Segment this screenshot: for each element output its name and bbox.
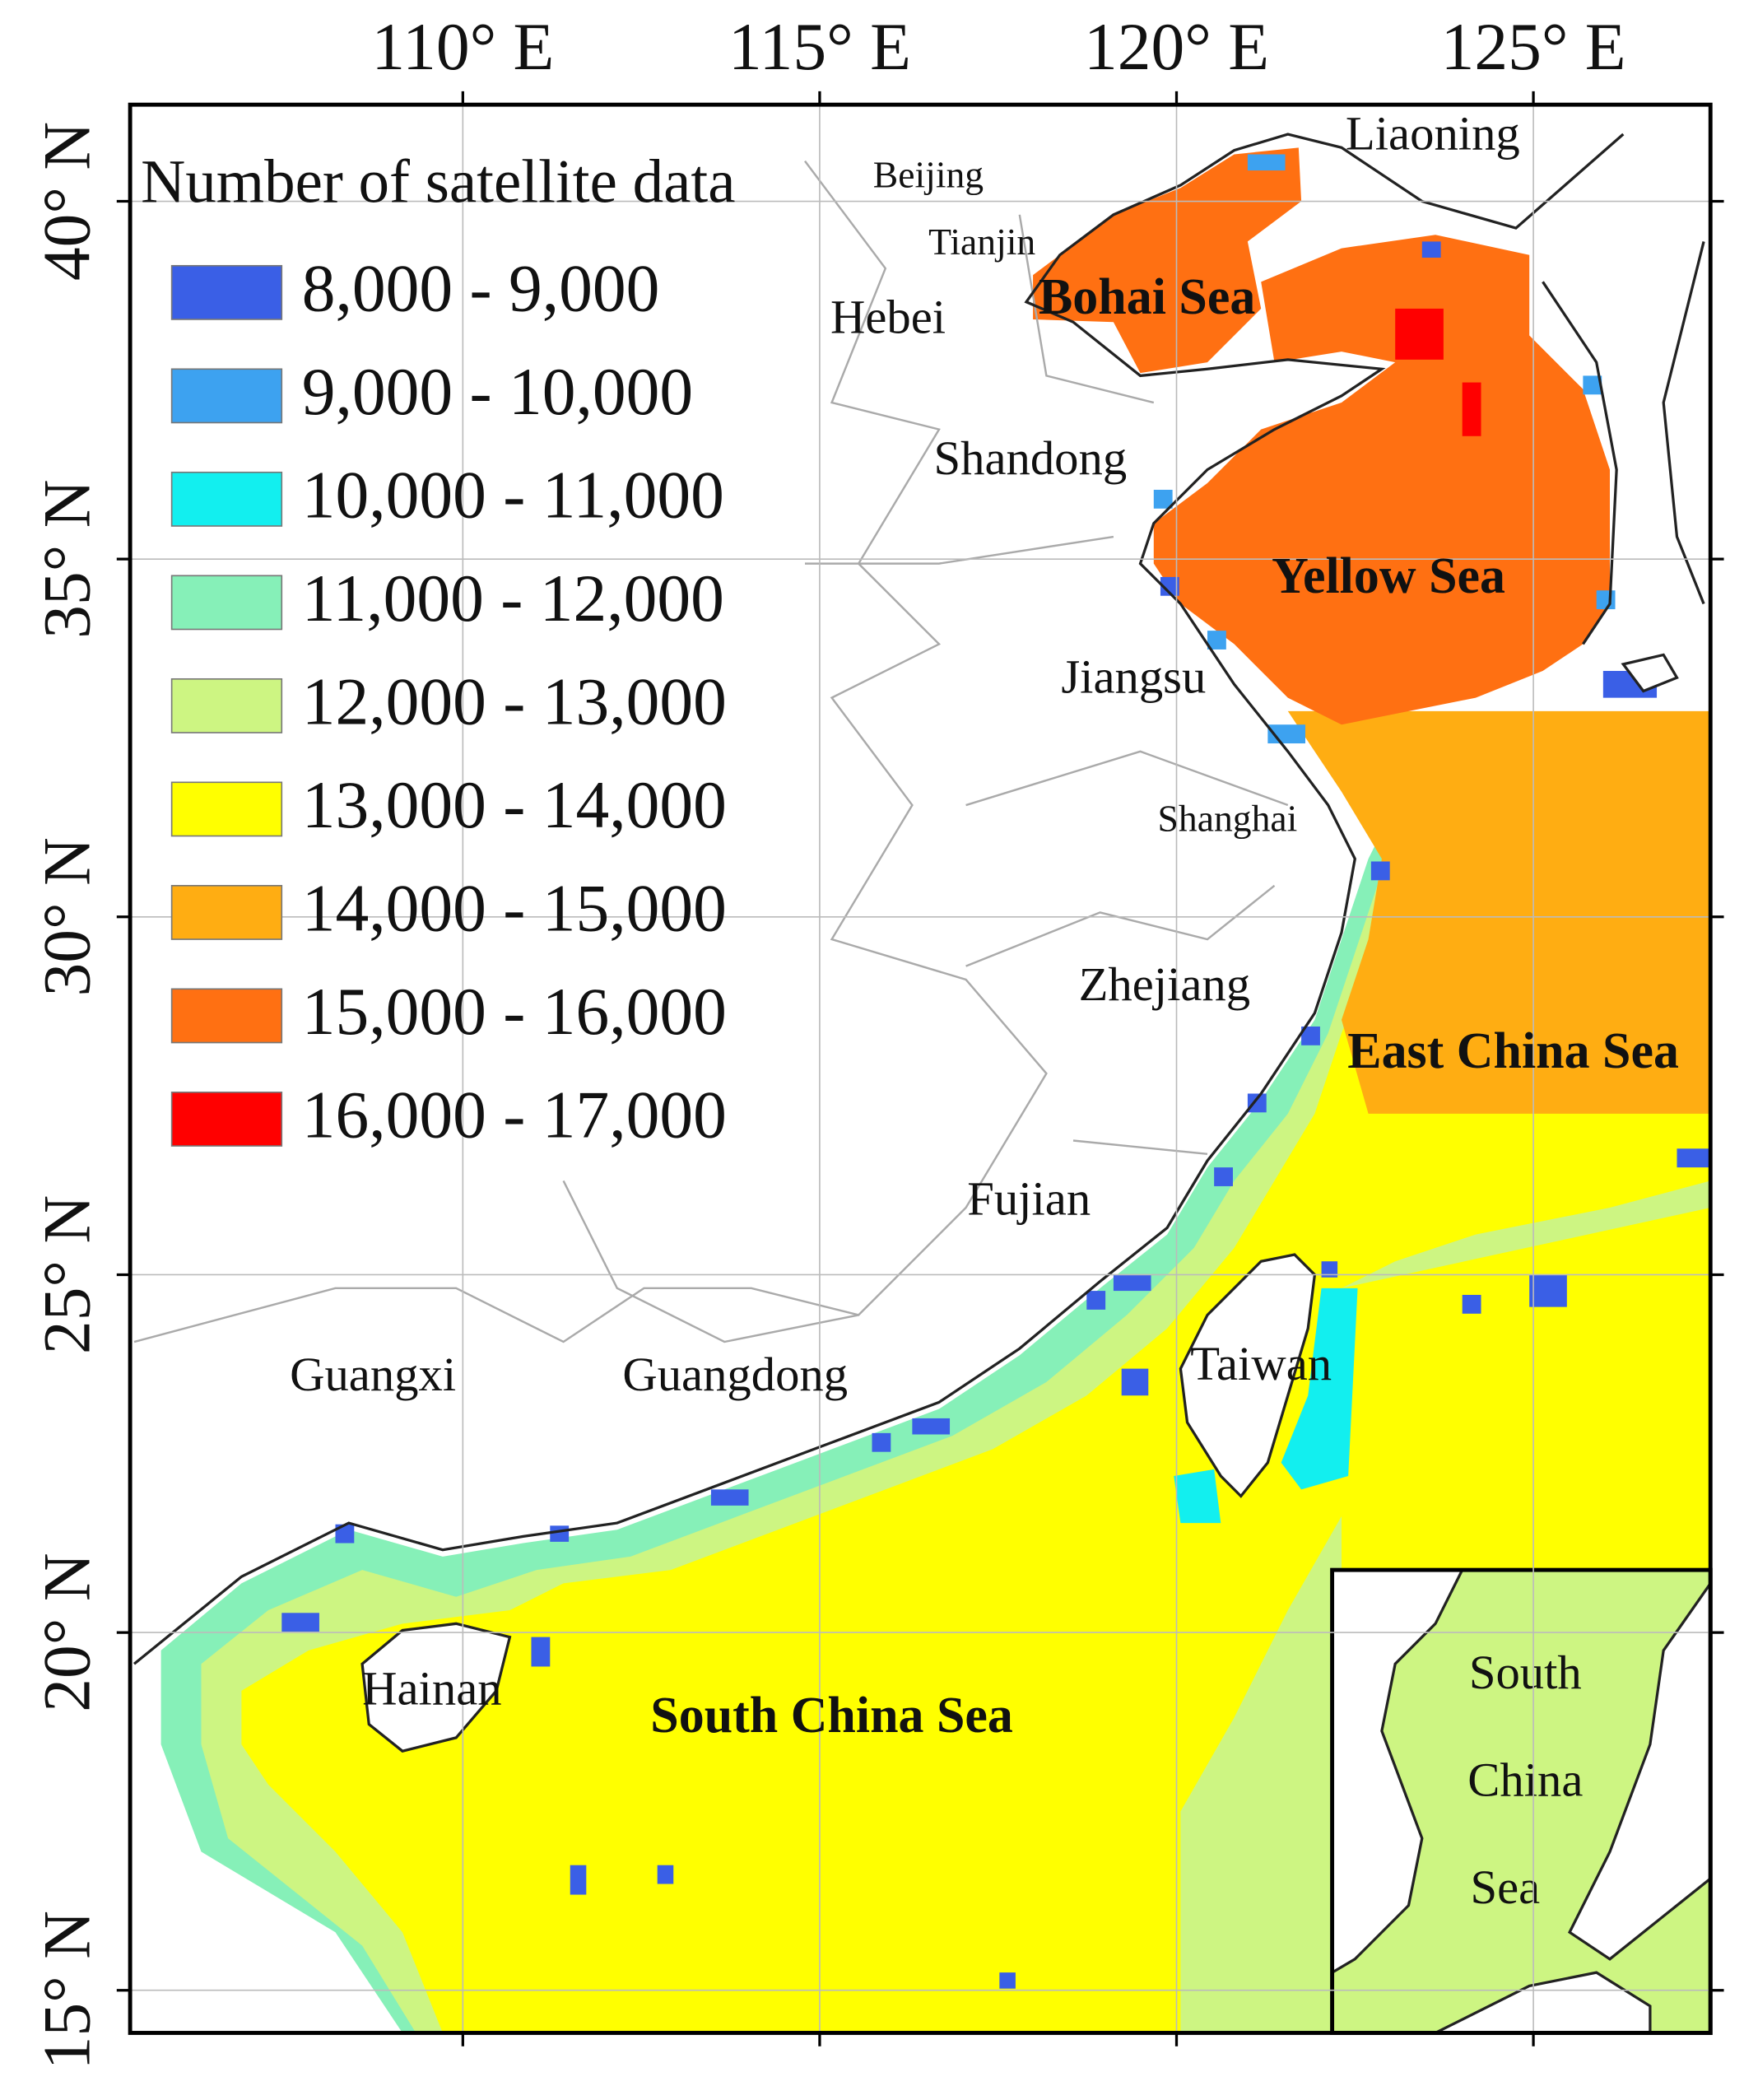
- legend-label: 14,000 - 15,000: [302, 870, 727, 945]
- legend-swatch: [170, 264, 283, 320]
- longitude-label: 125° E: [1441, 9, 1626, 84]
- legend-label: 13,000 - 14,000: [302, 767, 727, 842]
- jeju-island: [1621, 653, 1679, 693]
- latitude-label: 20° N: [29, 1553, 104, 1711]
- inset-land: [1567, 1579, 1712, 1961]
- province-label: Tianjin: [928, 221, 1035, 263]
- province-border: [133, 160, 1048, 1343]
- sea-label: Yellow Sea: [1272, 548, 1505, 604]
- sea-label: South China Sea: [650, 1688, 1013, 1744]
- province-label: Guangdong: [622, 1348, 848, 1401]
- sea-band: [1033, 147, 1302, 374]
- latitude-label: 40° N: [29, 122, 104, 281]
- province-label: Liaoning: [1346, 106, 1520, 160]
- province-label: Shanghai: [1158, 798, 1298, 840]
- map-frame: [128, 102, 1713, 2035]
- legend-swatch: [170, 1092, 283, 1147]
- latitude-label: 35° N: [29, 480, 104, 639]
- inset-label: South: [1469, 1646, 1582, 1699]
- province-label: Fujian: [967, 1172, 1091, 1226]
- province-label: Guangxi: [290, 1348, 456, 1401]
- legend-label: 11,000 - 12,000: [302, 561, 724, 636]
- legend-swatch: [170, 885, 283, 940]
- province-label: Beijing: [873, 153, 984, 195]
- longitude-label: 115° E: [728, 9, 911, 84]
- legend-swatch: [170, 575, 283, 631]
- legend-label: 8,000 - 9,000: [302, 250, 660, 325]
- province-label: Shandong: [933, 431, 1127, 485]
- sea-band: [1281, 1287, 1358, 1490]
- sea-pixels: [1153, 154, 1616, 744]
- sea-label: Bohai Sea: [1039, 269, 1255, 325]
- sea-band: [241, 831, 1711, 2033]
- sea-band: [1174, 1469, 1221, 1524]
- legend-label: 9,000 - 10,000: [302, 354, 693, 429]
- legend-swatch: [170, 368, 283, 424]
- province-label: Zhejiang: [1079, 957, 1251, 1011]
- sea-band: [1287, 710, 1711, 1114]
- legend-swatch: [170, 471, 283, 527]
- sea-label: East China Sea: [1347, 1023, 1679, 1079]
- province-label: Hainan: [362, 1662, 501, 1716]
- legend-title: Number of satellite data: [141, 147, 735, 216]
- hainan-island: [360, 1622, 512, 1753]
- province-label: Hebei: [830, 291, 946, 344]
- latitude-label: 30° N: [29, 837, 104, 996]
- legend-swatch: [170, 677, 283, 733]
- legend-label: 12,000 - 13,000: [302, 664, 727, 738]
- sea-band: [1462, 382, 1481, 436]
- longitude-label: 120° E: [1084, 9, 1269, 84]
- province-border: [562, 214, 1289, 1343]
- taiwan-island: [1179, 1253, 1317, 1498]
- inset-land: [1330, 1568, 1465, 1975]
- sea-band: [1395, 308, 1444, 360]
- inset: South China Sea: [1330, 1567, 1713, 2035]
- sea-band: [1153, 235, 1610, 725]
- legend-swatch: [170, 988, 283, 1044]
- sea-band: [1342, 1208, 1711, 1571]
- legend-label: 15,000 - 16,000: [302, 974, 727, 1049]
- legend: Number of satellite data 8,000 - 9,000 9,…: [141, 147, 735, 1152]
- coastline: [133, 133, 1705, 1665]
- inset-label: Sea: [1471, 1860, 1541, 1914]
- latitude-label: 25° N: [29, 1195, 104, 1354]
- legend-swatch: [170, 781, 283, 837]
- inset-label: China: [1467, 1753, 1583, 1806]
- graticule: 110° E 115° E 120° E 125° E 40° N 35° N 30° N 2…: [29, 9, 1724, 2070]
- legend-label: 16,000 - 17,000: [302, 1077, 727, 1152]
- province-label: Taiwan: [1190, 1337, 1332, 1390]
- latitude-label: 15° N: [29, 1911, 104, 2070]
- province-label: Jiangsu: [1061, 650, 1206, 704]
- legend-label: 10,000 - 11,000: [302, 457, 724, 532]
- longitude-label: 110° E: [371, 9, 554, 84]
